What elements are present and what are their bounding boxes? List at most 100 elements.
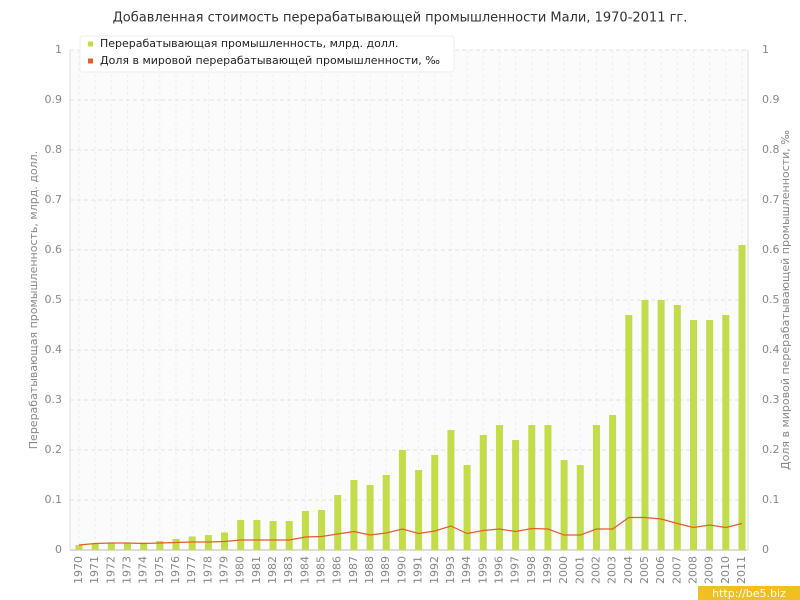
x-tick-label: 2000 bbox=[557, 556, 570, 584]
x-tick-label: 1986 bbox=[331, 556, 344, 584]
bar bbox=[657, 300, 665, 550]
bar bbox=[398, 450, 406, 550]
x-tick-label: 1995 bbox=[476, 556, 489, 584]
x-tick-label: 1997 bbox=[509, 556, 522, 584]
x-tick-label: 2008 bbox=[686, 556, 699, 584]
y-tick-label: 0.6 bbox=[45, 243, 63, 256]
bar bbox=[156, 541, 164, 550]
bar bbox=[512, 440, 520, 550]
x-tick-label: 1998 bbox=[525, 556, 538, 584]
x-tick-label: 1985 bbox=[315, 556, 328, 584]
y2-tick-label: 0 bbox=[762, 543, 769, 556]
x-tick-label: 1970 bbox=[72, 556, 85, 584]
y-axis-title: Перерабатывающая промышленность, млрд. д… bbox=[27, 151, 40, 449]
x-tick-label: 1990 bbox=[395, 556, 408, 584]
x-tick-label: 2005 bbox=[638, 556, 651, 584]
bar bbox=[722, 315, 730, 550]
y2-tick-label: 0.9 bbox=[762, 93, 780, 106]
y2-tick-label: 0.1 bbox=[762, 493, 780, 506]
x-tick-label: 1987 bbox=[347, 556, 360, 584]
y-tick-label: 0.2 bbox=[45, 443, 63, 456]
x-tick-label: 1978 bbox=[201, 556, 214, 584]
x-tick-label: 2011 bbox=[735, 556, 748, 584]
bar bbox=[107, 543, 115, 550]
bar bbox=[253, 520, 261, 550]
y2-tick-label: 0.8 bbox=[762, 143, 780, 156]
bar bbox=[415, 470, 423, 550]
bar bbox=[495, 425, 503, 550]
x-tick-label: 1980 bbox=[234, 556, 247, 584]
y2-tick-label: 1 bbox=[762, 43, 769, 56]
bar bbox=[285, 521, 293, 550]
bar bbox=[706, 320, 714, 550]
x-tick-label: 2004 bbox=[622, 556, 635, 584]
bar bbox=[301, 511, 309, 550]
x-tick-label: 2010 bbox=[719, 556, 732, 584]
bar bbox=[382, 475, 390, 550]
x-tick-label: 1996 bbox=[492, 556, 505, 584]
y-tick-label: 0.8 bbox=[45, 143, 63, 156]
legend-box bbox=[79, 35, 455, 73]
y2-tick-label: 0.3 bbox=[762, 393, 780, 406]
x-tick-label: 1974 bbox=[137, 556, 150, 584]
y-tick-label: 0.3 bbox=[45, 393, 63, 406]
y-tick-label: 1 bbox=[55, 43, 62, 56]
x-tick-label: 2001 bbox=[573, 556, 586, 584]
bar bbox=[366, 485, 374, 550]
x-tick-label: 1971 bbox=[88, 556, 101, 584]
watermark: http://be5.biz bbox=[712, 587, 786, 600]
bar bbox=[673, 305, 681, 550]
x-tick-label: 2009 bbox=[703, 556, 716, 584]
legend-label: Перерабатывающая промышленность, млрд. д… bbox=[100, 37, 398, 50]
x-tick-label: 1988 bbox=[363, 556, 376, 584]
bar bbox=[237, 520, 245, 550]
x-tick-label: 1982 bbox=[266, 556, 279, 584]
bar bbox=[625, 315, 633, 550]
bar bbox=[576, 465, 584, 550]
legend-swatch bbox=[88, 58, 93, 64]
y-tick-label: 0.1 bbox=[45, 493, 63, 506]
y-tick-label: 0.5 bbox=[45, 293, 63, 306]
line bbox=[78, 516, 743, 546]
x-tick-label: 1999 bbox=[541, 556, 554, 584]
x-tick-label: 1992 bbox=[428, 556, 441, 584]
bar bbox=[318, 510, 326, 550]
y2-tick-label: 0.6 bbox=[762, 243, 780, 256]
y2-tick-label: 0.5 bbox=[762, 293, 780, 306]
x-tick-label: 1975 bbox=[153, 556, 166, 584]
bar bbox=[350, 480, 358, 550]
y-tick-label: 0.7 bbox=[45, 193, 63, 206]
y-tick-label: 0.9 bbox=[45, 93, 63, 106]
legend-swatch bbox=[88, 41, 93, 47]
y2-axis-title: Доля в мировой перерабатывающей промышле… bbox=[779, 130, 792, 470]
bar bbox=[188, 536, 196, 550]
bar bbox=[528, 425, 536, 550]
x-tick-label: 1979 bbox=[218, 556, 231, 584]
chart-title: Добавленная стоимость перерабатывающей п… bbox=[113, 11, 688, 26]
x-tick-label: 1977 bbox=[185, 556, 198, 584]
y2-tick-label: 0.4 bbox=[762, 343, 780, 356]
bar bbox=[75, 545, 83, 550]
bar bbox=[689, 320, 697, 550]
bar bbox=[641, 300, 649, 550]
y-tick-label: 0 bbox=[55, 543, 62, 556]
y2-tick-label: 0.2 bbox=[762, 443, 780, 456]
bar bbox=[463, 465, 471, 550]
bar bbox=[431, 455, 439, 550]
x-tick-label: 1989 bbox=[379, 556, 392, 584]
legend-label: Доля в мировой перерабатывающей промышле… bbox=[100, 54, 440, 67]
x-tick-label: 2003 bbox=[606, 556, 619, 584]
bar bbox=[560, 460, 568, 550]
bar bbox=[609, 415, 617, 550]
bar bbox=[140, 542, 148, 550]
bar bbox=[592, 425, 600, 550]
x-tick-label: 1993 bbox=[444, 556, 457, 584]
bar bbox=[447, 430, 455, 550]
bar bbox=[269, 521, 277, 550]
bar bbox=[544, 425, 552, 550]
y-tick-label: 0.4 bbox=[45, 343, 63, 356]
bar bbox=[334, 495, 342, 550]
y2-tick-label: 0.7 bbox=[762, 193, 780, 206]
x-tick-label: 1983 bbox=[282, 556, 295, 584]
